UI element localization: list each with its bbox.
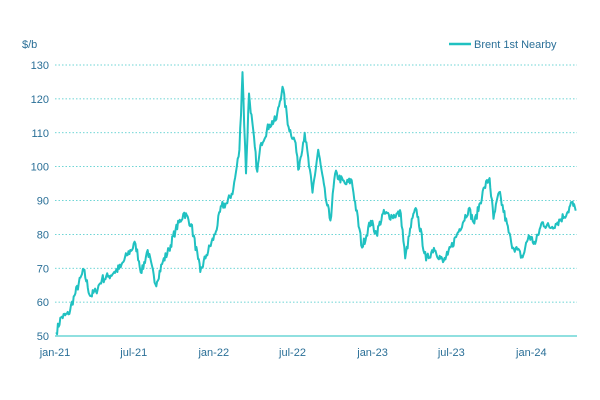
legend: Brent 1st Nearby	[449, 39, 557, 51]
x-tick-label: jan-24	[515, 347, 547, 359]
y-tick-label: 80	[37, 229, 49, 241]
y-tick-label: 120	[31, 94, 49, 106]
x-tick-label: jul-21	[119, 347, 147, 359]
series-layer	[55, 71, 577, 336]
y-axis-label: $/b	[22, 39, 37, 51]
y-tick-label: 130	[31, 60, 49, 72]
gridlines	[55, 64, 577, 303]
x-tick-label: jan-21	[39, 347, 71, 359]
y-tick-labels: 50 60 70 80 90 100 110 120 130	[31, 60, 49, 343]
y-tick-label: 50	[37, 331, 49, 343]
x-tick-label: jan-22	[197, 347, 229, 359]
y-tick-label: 60	[37, 297, 49, 309]
x-tick-label: jul-23	[437, 347, 465, 359]
legend-label: Brent 1st Nearby	[474, 39, 557, 51]
y-tick-label: 90	[37, 196, 49, 208]
y-tick-label: 110	[31, 128, 49, 140]
y-tick-label: 100	[31, 162, 49, 174]
y-tick-label: 70	[37, 263, 49, 275]
series-line-brent-1st-nearby	[55, 71, 577, 336]
x-tick-label: jul-22	[278, 347, 306, 359]
x-tick-labels: jan-21 jul-21 jan-22 jul-22 jan-23 jul-23 jan-…	[39, 347, 547, 359]
x-tick-label: jan-23	[356, 347, 388, 359]
